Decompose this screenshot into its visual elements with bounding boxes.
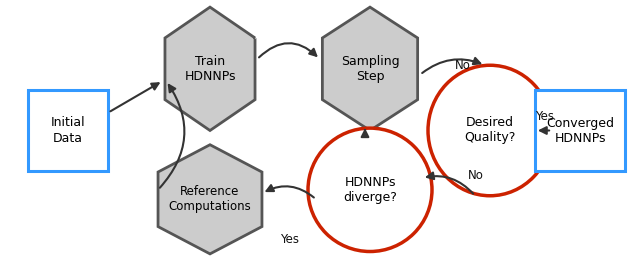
Text: Reference
Computations: Reference Computations [168,185,252,213]
Text: Initial
Data: Initial Data [51,116,85,145]
Ellipse shape [428,65,552,196]
FancyBboxPatch shape [28,90,108,171]
Text: No: No [455,59,471,72]
FancyBboxPatch shape [535,90,625,171]
Polygon shape [323,7,418,130]
Ellipse shape [308,128,432,252]
Text: Yes: Yes [280,233,300,246]
Text: Train
HDNNPs: Train HDNNPs [184,55,236,83]
Text: No: No [468,169,484,182]
Polygon shape [158,145,262,254]
Text: Converged
HDNNPs: Converged HDNNPs [546,116,614,145]
Text: Desired
Quality?: Desired Quality? [464,116,516,145]
Text: Sampling
Step: Sampling Step [340,55,399,83]
Polygon shape [165,7,255,130]
Text: HDNNPs
diverge?: HDNNPs diverge? [343,176,397,204]
Text: Yes: Yes [536,110,554,123]
